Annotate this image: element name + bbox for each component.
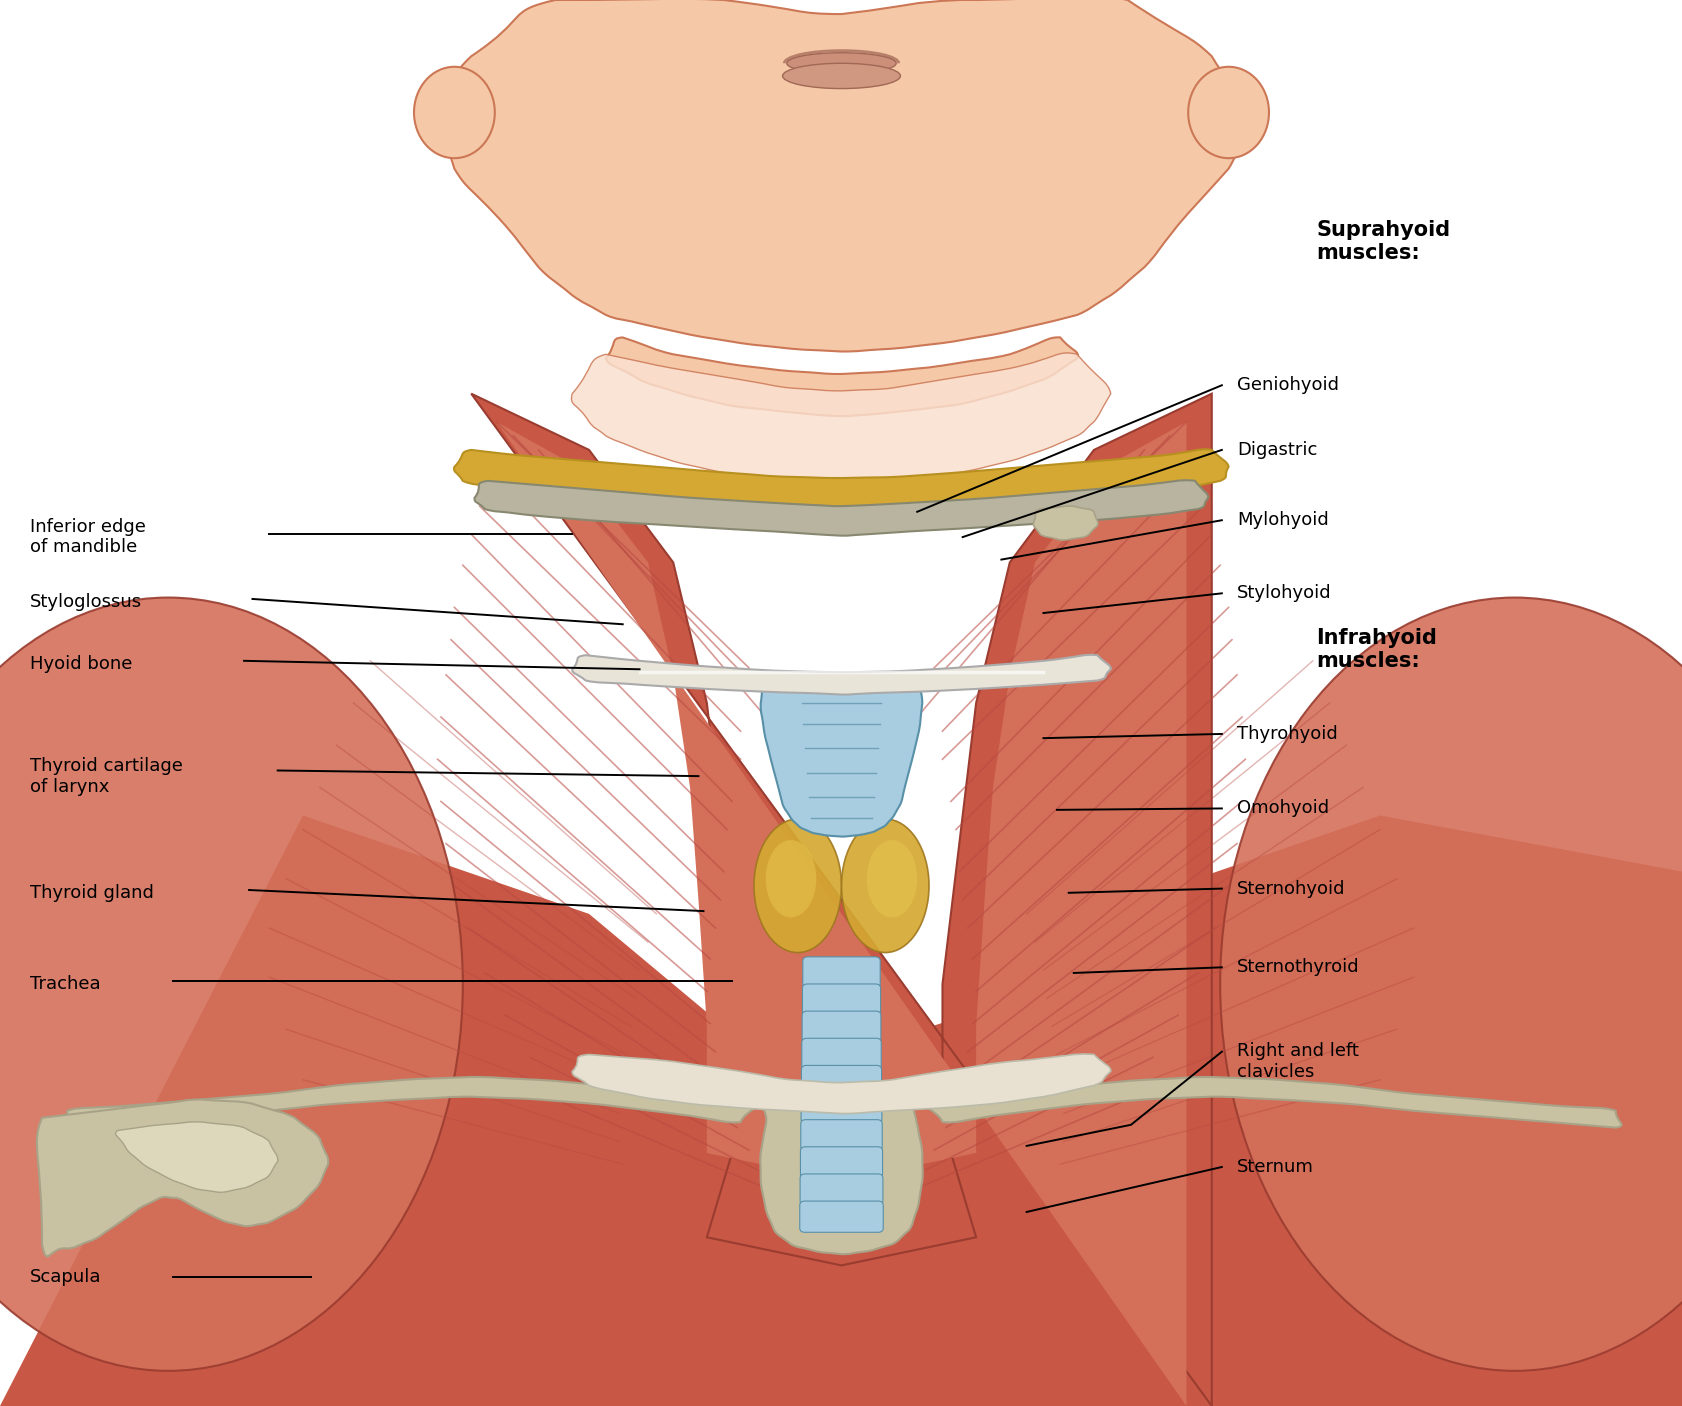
Text: Digastric: Digastric bbox=[1236, 441, 1317, 458]
Text: Inferior edge
of mandible: Inferior edge of mandible bbox=[30, 517, 146, 557]
Ellipse shape bbox=[841, 818, 928, 953]
PathPatch shape bbox=[606, 337, 1076, 416]
Text: Styloglossus: Styloglossus bbox=[30, 593, 143, 610]
Text: Thyrohyoid: Thyrohyoid bbox=[1236, 725, 1337, 742]
Ellipse shape bbox=[1187, 66, 1268, 157]
PathPatch shape bbox=[474, 481, 1208, 536]
PathPatch shape bbox=[572, 1054, 1110, 1114]
Ellipse shape bbox=[0, 598, 463, 1371]
Text: Stylohyoid: Stylohyoid bbox=[1236, 585, 1330, 602]
PathPatch shape bbox=[471, 394, 1211, 1406]
PathPatch shape bbox=[760, 673, 922, 837]
Ellipse shape bbox=[1219, 598, 1682, 1371]
Text: Sternohyoid: Sternohyoid bbox=[1236, 880, 1344, 897]
PathPatch shape bbox=[572, 655, 1110, 695]
Ellipse shape bbox=[785, 52, 895, 73]
PathPatch shape bbox=[760, 1102, 922, 1254]
Text: Trachea: Trachea bbox=[30, 976, 101, 993]
Text: Infrahyoid
muscles:: Infrahyoid muscles: bbox=[1315, 628, 1436, 671]
FancyBboxPatch shape bbox=[802, 984, 880, 1015]
PathPatch shape bbox=[437, 0, 1245, 352]
FancyBboxPatch shape bbox=[801, 1147, 881, 1178]
PathPatch shape bbox=[0, 815, 1682, 1406]
Ellipse shape bbox=[765, 841, 816, 918]
Text: Geniohyoid: Geniohyoid bbox=[1236, 377, 1339, 394]
FancyBboxPatch shape bbox=[801, 1092, 881, 1123]
PathPatch shape bbox=[572, 353, 1110, 484]
Text: Thyroid gland: Thyroid gland bbox=[30, 884, 155, 901]
PathPatch shape bbox=[61, 1077, 754, 1128]
FancyBboxPatch shape bbox=[799, 1201, 883, 1232]
Text: Suprahyoid
muscles:: Suprahyoid muscles: bbox=[1315, 221, 1450, 263]
Ellipse shape bbox=[866, 841, 917, 918]
FancyBboxPatch shape bbox=[801, 1066, 881, 1097]
Text: Mylohyoid: Mylohyoid bbox=[1236, 512, 1329, 529]
PathPatch shape bbox=[116, 1122, 278, 1192]
Text: Thyroid cartilage
of larynx: Thyroid cartilage of larynx bbox=[30, 756, 183, 796]
FancyBboxPatch shape bbox=[801, 1038, 881, 1070]
Text: Sternum: Sternum bbox=[1236, 1159, 1314, 1175]
PathPatch shape bbox=[1033, 506, 1097, 540]
Ellipse shape bbox=[754, 818, 841, 953]
PathPatch shape bbox=[37, 1099, 328, 1257]
Text: Right and left
clavicles: Right and left clavicles bbox=[1236, 1042, 1357, 1081]
PathPatch shape bbox=[496, 422, 1186, 1406]
Text: Hyoid bone: Hyoid bone bbox=[30, 655, 133, 672]
FancyBboxPatch shape bbox=[799, 1174, 883, 1205]
Text: Scapula: Scapula bbox=[30, 1268, 101, 1285]
Text: Omohyoid: Omohyoid bbox=[1236, 800, 1329, 817]
PathPatch shape bbox=[928, 1077, 1621, 1128]
PathPatch shape bbox=[454, 450, 1228, 513]
FancyBboxPatch shape bbox=[802, 957, 880, 988]
Ellipse shape bbox=[782, 63, 900, 89]
FancyBboxPatch shape bbox=[802, 1011, 880, 1042]
FancyBboxPatch shape bbox=[801, 1119, 881, 1152]
Ellipse shape bbox=[414, 66, 495, 157]
Text: Sternothyroid: Sternothyroid bbox=[1236, 959, 1359, 976]
